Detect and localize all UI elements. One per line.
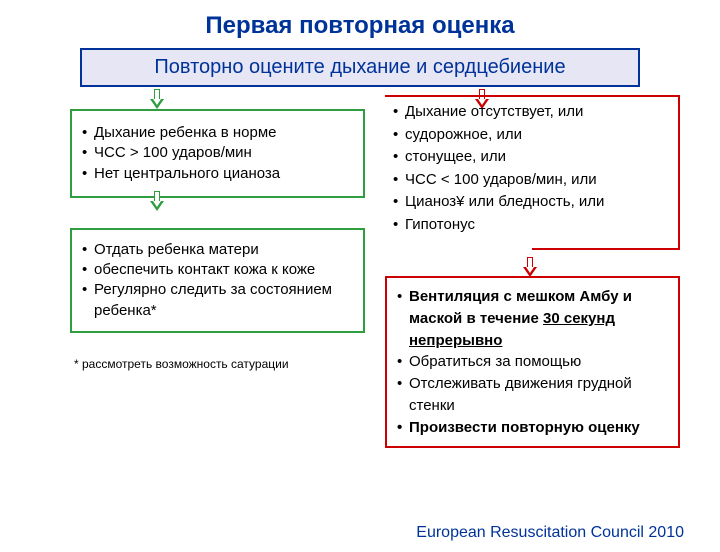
left-box-2: Отдать ребенка матери обеспечить контакт…: [70, 228, 365, 333]
right-box-1: Дыхание отсутствует, или судорожное, или…: [385, 95, 680, 250]
arrow-down-icon: [150, 191, 164, 213]
list-item: Вентиляция с мешком Амбу и маской в тече…: [395, 286, 668, 351]
list-item: обеспечить контакт кожа к коже: [80, 260, 353, 280]
list-item: Отдать ребенка матери: [80, 240, 353, 260]
right-column: Дыхание отсутствует, или судорожное, или…: [385, 109, 680, 448]
left-box-1: Дыхание ребенка в норме ЧСС > 100 ударов…: [70, 109, 365, 198]
list-item: ЧСС < 100 ударов/мин, или: [391, 169, 670, 192]
list-item: Произвести повторную оценку: [395, 417, 668, 439]
left-column: Дыхание ребенка в норме ЧСС > 100 ударов…: [70, 109, 365, 448]
list-item: Дыхание отсутствует, или: [391, 101, 670, 124]
list-item: Гипотонус: [391, 214, 670, 237]
right-box-1-list: Дыхание отсутствует, или судорожное, или…: [391, 101, 670, 236]
list-item: ЧСС > 100 ударов/мин: [80, 143, 353, 163]
left-box-1-list: Дыхание ребенка в норме ЧСС > 100 ударов…: [80, 123, 353, 184]
list-item: судорожное, или: [391, 124, 670, 147]
list-item: Регулярно следить за состоянием ребенка*: [80, 280, 353, 321]
page-title: Первая повторная оценка: [0, 12, 720, 40]
right-box-2: Вентиляция с мешком Амбу и маской в тече…: [385, 276, 680, 448]
arrow-down-icon: [523, 257, 537, 279]
arrow-down-icon: [150, 89, 164, 111]
subtitle-text: Повторно оцените дыхание и сердцебиение: [154, 56, 565, 78]
list-item: Отслеживать движения грудной стенки: [395, 373, 668, 417]
subtitle-box: Повторно оцените дыхание и сердцебиение: [80, 48, 640, 87]
list-item: Нет центрального цианоза: [80, 164, 353, 184]
footer-credit: European Resuscitation Council 2010: [416, 524, 684, 542]
list-item: стонущее, или: [391, 146, 670, 169]
list-item: Дыхание ребенка в норме: [80, 123, 353, 143]
columns: Дыхание ребенка в норме ЧСС > 100 ударов…: [0, 109, 720, 448]
footnote: * рассмотреть возможность сатурации: [74, 357, 365, 371]
list-item: Обратиться за помощью: [395, 351, 668, 373]
left-box-2-list: Отдать ребенка матери обеспечить контакт…: [80, 240, 353, 321]
list-item: Цианоз¥ или бледность, или: [391, 191, 670, 214]
right-box-2-list: Вентиляция с мешком Амбу и маской в тече…: [395, 286, 668, 438]
